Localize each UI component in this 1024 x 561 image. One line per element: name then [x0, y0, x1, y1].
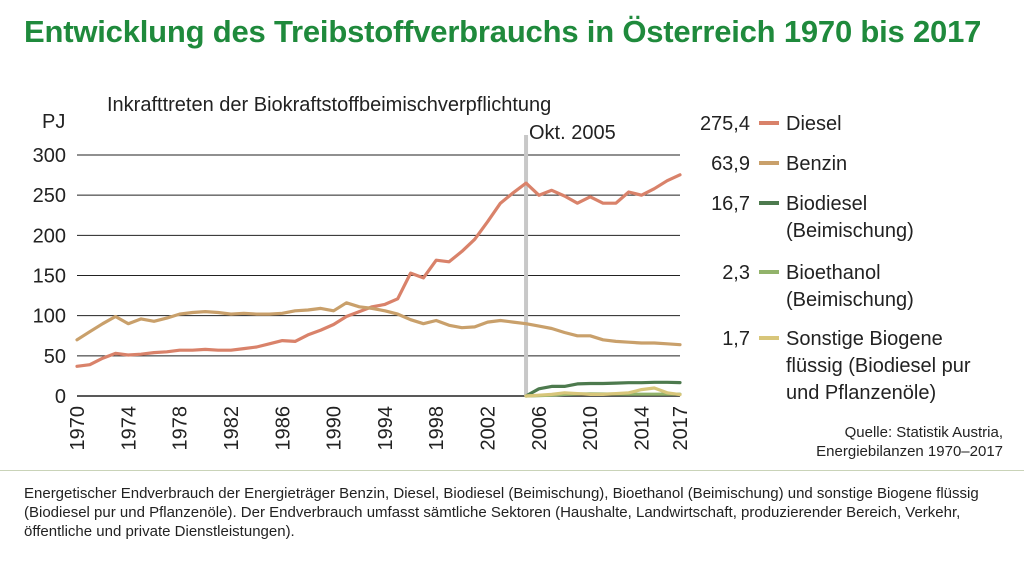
- series-line-5: [524, 386, 682, 398]
- y-tick-label: 50: [44, 346, 66, 368]
- x-tick-label: 2002: [478, 406, 500, 451]
- y-tick-label: 250: [33, 185, 66, 207]
- y-tick-label: 200: [33, 225, 66, 247]
- legend-value: 275,4: [700, 113, 750, 135]
- x-tick-label: 1994: [375, 406, 397, 451]
- y-tick-label: 300: [33, 145, 66, 167]
- x-tick-label: 1982: [221, 406, 243, 451]
- annotation-text: Inkrafttreten der Biokraftstoffbeimischv…: [107, 94, 551, 116]
- annotation-date: Okt. 2005: [529, 122, 616, 144]
- legend-label: Diesel: [786, 113, 842, 135]
- footnote-divider: [0, 470, 1024, 471]
- legend-value: 1,7: [722, 328, 750, 350]
- line-chart: 0 50 100 150 200 250 300 PJ 1970 1974 1978 1982 198…: [33, 94, 1003, 460]
- series-line-3: [524, 380, 682, 398]
- x-tick-label: 1986: [272, 406, 294, 451]
- legend-label: Sonstige Biogene: [786, 328, 943, 350]
- x-tick-label: 2010: [580, 406, 602, 451]
- legend-label: Bioethanol: [786, 262, 881, 284]
- footnote: Energetischer Endverbrauch der Energietr…: [24, 485, 979, 540]
- y-tick-label: 100: [33, 306, 66, 328]
- y-tick-label: 0: [55, 386, 66, 408]
- series-line-2: [75, 301, 682, 347]
- legend-label: flüssig (Biodiesel pur: [786, 355, 971, 377]
- legend-label: und Pflanzenöle): [786, 382, 936, 404]
- legend-label: Benzin: [786, 153, 847, 175]
- x-tick-label: 1998: [426, 406, 448, 451]
- chart-title: Entwicklung des Treibstoffverbrauchs in …: [24, 14, 982, 49]
- legend-label: Biodiesel: [786, 193, 867, 215]
- legend-value: 2,3: [722, 262, 750, 284]
- x-tick-label: 1978: [170, 406, 192, 451]
- legend-label: (Beimischung): [786, 220, 914, 242]
- source-note: Quelle: Statistik Austria,: [845, 424, 1003, 441]
- legend-label: (Beimischung): [786, 289, 914, 311]
- y-tick-label: 150: [33, 266, 66, 288]
- legend-value: 16,7: [711, 193, 750, 215]
- y-axis-unit: PJ: [42, 111, 65, 133]
- source-note: Energiebilanzen 1970–2017: [816, 443, 1003, 460]
- x-tick-label: 1970: [67, 406, 89, 451]
- series-line-1: [75, 173, 682, 368]
- legend-value: 63,9: [711, 153, 750, 175]
- x-tick-label: 2014: [632, 406, 654, 451]
- x-tick-label: 1990: [324, 406, 346, 451]
- x-tick-label: 1974: [118, 406, 140, 451]
- x-tick-label: 2006: [529, 406, 551, 451]
- x-tick-label: 2017: [670, 406, 692, 451]
